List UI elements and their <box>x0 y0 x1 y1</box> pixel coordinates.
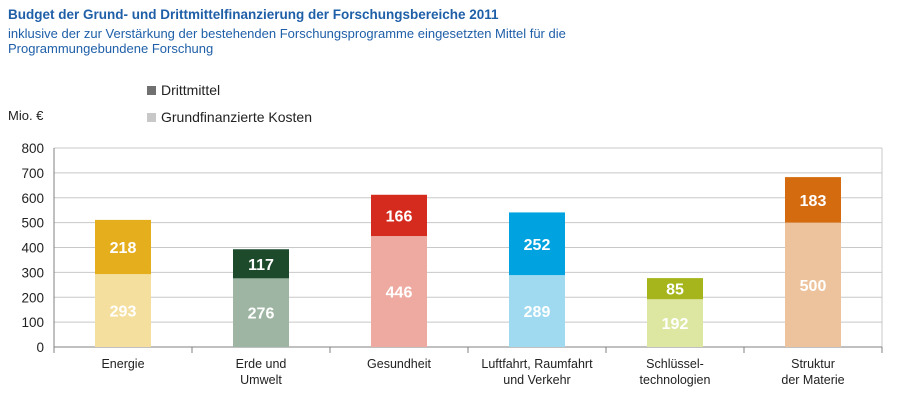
x-category-label: Luftfahrt, Raumfahrt <box>481 357 593 371</box>
bar-drittmittel <box>509 212 565 276</box>
y-axis-label: Mio. € <box>8 108 44 123</box>
x-category-label: Gesundheit <box>367 357 431 371</box>
chart-subtitle: inklusive der zur Verstärkung der besteh… <box>8 26 566 56</box>
bar-grundfinanziert <box>509 275 565 347</box>
value-label-drittmittel: 85 <box>666 282 684 299</box>
value-label-drittmittel: 218 <box>110 240 137 257</box>
bar-grundfinanziert <box>785 222 841 347</box>
x-category-label: Struktur <box>791 357 835 371</box>
bar-grundfinanziert <box>371 236 427 347</box>
bar-drittmittel <box>785 177 841 223</box>
bar-grundfinanziert <box>95 274 151 347</box>
y-tick-label: 200 <box>21 290 44 305</box>
bar-drittmittel <box>371 194 427 237</box>
x-category-label: der Materie <box>781 373 844 387</box>
x-category-label: und Verkehr <box>503 373 570 387</box>
bar-drittmittel <box>647 278 703 300</box>
y-tick-label: 300 <box>21 265 44 280</box>
value-label-grundfinanziert: 293 <box>110 304 137 321</box>
value-label-drittmittel: 183 <box>800 193 827 210</box>
x-category-label: Umwelt <box>240 373 282 387</box>
value-label-grundfinanziert: 276 <box>248 306 275 323</box>
y-tick-label: 800 <box>21 141 44 156</box>
x-category-label: Energie <box>101 357 144 371</box>
y-tick-label: 700 <box>21 166 44 181</box>
y-tick-label: 500 <box>21 216 44 231</box>
x-category-label: technologien <box>640 373 711 387</box>
bar-drittmittel <box>95 219 151 275</box>
bar-grundfinanziert <box>647 299 703 347</box>
bar-drittmittel <box>233 249 289 279</box>
legend-swatch-drittmittel <box>147 85 156 95</box>
x-category-label: Erde und <box>236 357 287 371</box>
bar-grundfinanziert <box>233 278 289 347</box>
value-label-grundfinanziert: 192 <box>662 316 689 333</box>
value-label-grundfinanziert: 289 <box>524 304 551 321</box>
value-label-grundfinanziert: 500 <box>800 278 827 295</box>
value-label-grundfinanziert: 446 <box>386 285 413 302</box>
chart-title: Budget der Grund- und Drittmittelfinanzi… <box>8 7 499 22</box>
x-category-label: Schlüssel- <box>646 357 704 371</box>
y-tick-label: 100 <box>21 315 44 330</box>
legend-item-grund: Grundfinanzierte Kosten <box>147 109 312 125</box>
legend-label-drittmittel: Drittmittel <box>161 82 221 98</box>
legend-label-grund: Grundfinanzierte Kosten <box>161 109 312 125</box>
y-tick-label: 0 <box>36 340 44 355</box>
value-label-drittmittel: 252 <box>524 237 551 254</box>
y-tick-label: 600 <box>21 191 44 206</box>
value-label-drittmittel: 166 <box>386 208 413 225</box>
y-tick-label: 400 <box>21 241 44 256</box>
legend-swatch-grund <box>147 112 156 122</box>
value-label-drittmittel: 117 <box>248 257 274 274</box>
legend-item-drittmittel: Drittmittel <box>147 82 220 98</box>
